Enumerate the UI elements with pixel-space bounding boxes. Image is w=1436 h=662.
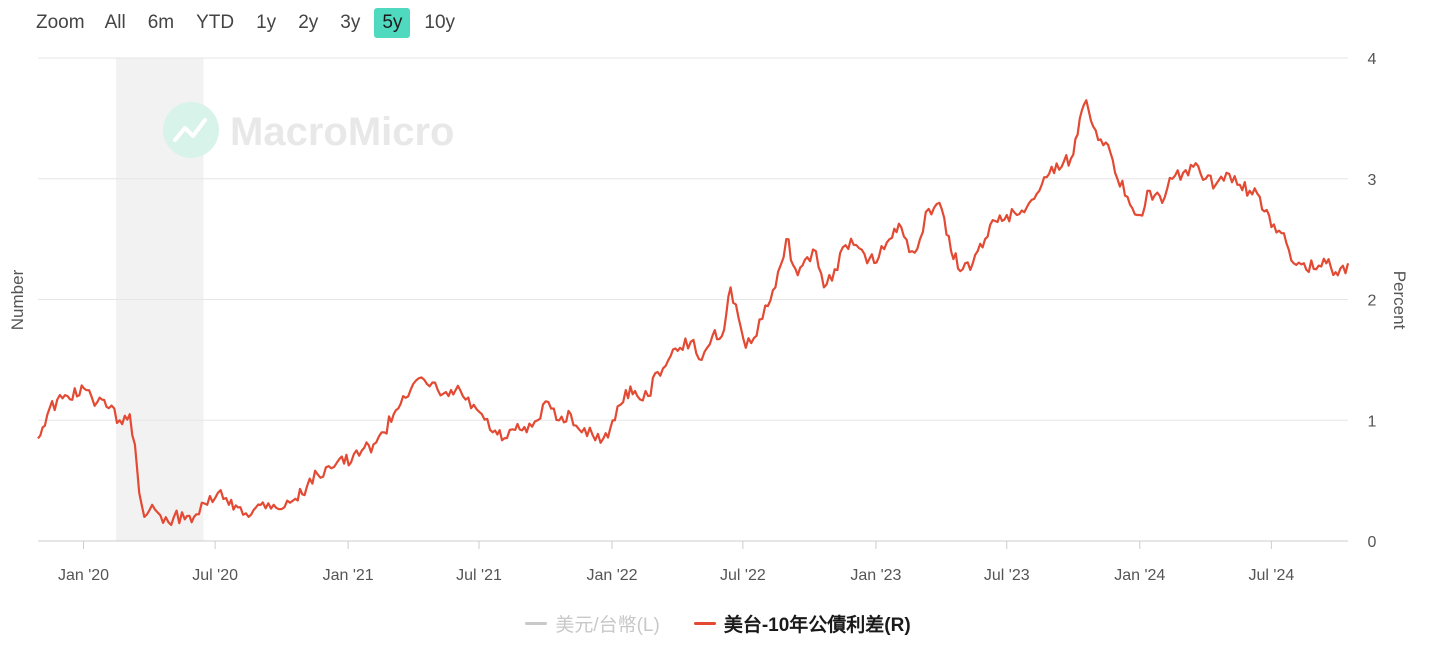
watermark-logo-circle — [163, 102, 219, 158]
zoom-button-3y[interactable]: 3y — [340, 12, 361, 33]
x-tick-label: Jan '22 — [586, 567, 637, 584]
watermark-logo — [163, 102, 219, 158]
legend-item-usd-twd[interactable]: 美元/台幣(L) — [525, 610, 660, 637]
x-tick-label: Jul '22 — [720, 567, 766, 584]
x-tick-label: Jul '20 — [192, 567, 238, 584]
zoom-bar: Zoom All 6m YTD 1y 2y 3y 5y 10y — [36, 6, 469, 40]
series-line — [37, 99, 1350, 527]
x-tick-label: Jan '20 — [58, 567, 109, 584]
legend-label-usd-twd: 美元/台幣(L) — [555, 615, 660, 636]
zoom-label: Zoom — [36, 12, 85, 33]
x-tick-label: Jan '24 — [1114, 567, 1165, 584]
legend: 美元/台幣(L) 美台-10年公債利差(R) — [0, 610, 1436, 637]
legend-label-spread: 美台-10年公債利差(R) — [723, 615, 911, 636]
x-tick-label: Jul '21 — [456, 567, 502, 584]
y-axis-title-right: Percent — [1390, 271, 1409, 330]
zoom-button-all[interactable]: All — [104, 12, 126, 33]
chart: MacroMicro 0 1 2 3 4 Jan '20 Jul '20 Jan '21 Jul … — [8, 51, 1409, 584]
x-tick-label: Jan '21 — [323, 567, 374, 584]
y-tick-label: 3 — [1368, 172, 1377, 189]
y-tick-label: 4 — [1368, 51, 1377, 68]
x-tick-label: Jul '24 — [1248, 567, 1294, 584]
x-tick-label: Jan '23 — [850, 567, 901, 584]
zoom-button-1y[interactable]: 1y — [256, 12, 277, 33]
zoom-button-10y[interactable]: 10y — [424, 12, 456, 33]
y-axis-title-left: Number — [8, 269, 27, 330]
watermark-logo-mark — [173, 118, 207, 142]
legend-swatch-usd-twd — [525, 622, 548, 625]
x-tick-label: Jul '23 — [984, 567, 1030, 584]
zoom-button-5y[interactable]: 5y — [374, 8, 411, 38]
legend-item-spread[interactable]: 美台-10年公債利差(R) — [693, 610, 911, 637]
legend-swatch-spread — [693, 622, 716, 625]
y-tick-label: 0 — [1368, 534, 1377, 551]
y-tick-label: 1 — [1368, 413, 1377, 430]
zoom-button-ytd[interactable]: YTD — [196, 12, 235, 33]
watermark-text: MacroMicro — [230, 110, 455, 154]
zoom-button-2y[interactable]: 2y — [298, 12, 319, 33]
zoom-button-6m[interactable]: 6m — [147, 12, 175, 33]
y-tick-label: 2 — [1368, 293, 1377, 310]
